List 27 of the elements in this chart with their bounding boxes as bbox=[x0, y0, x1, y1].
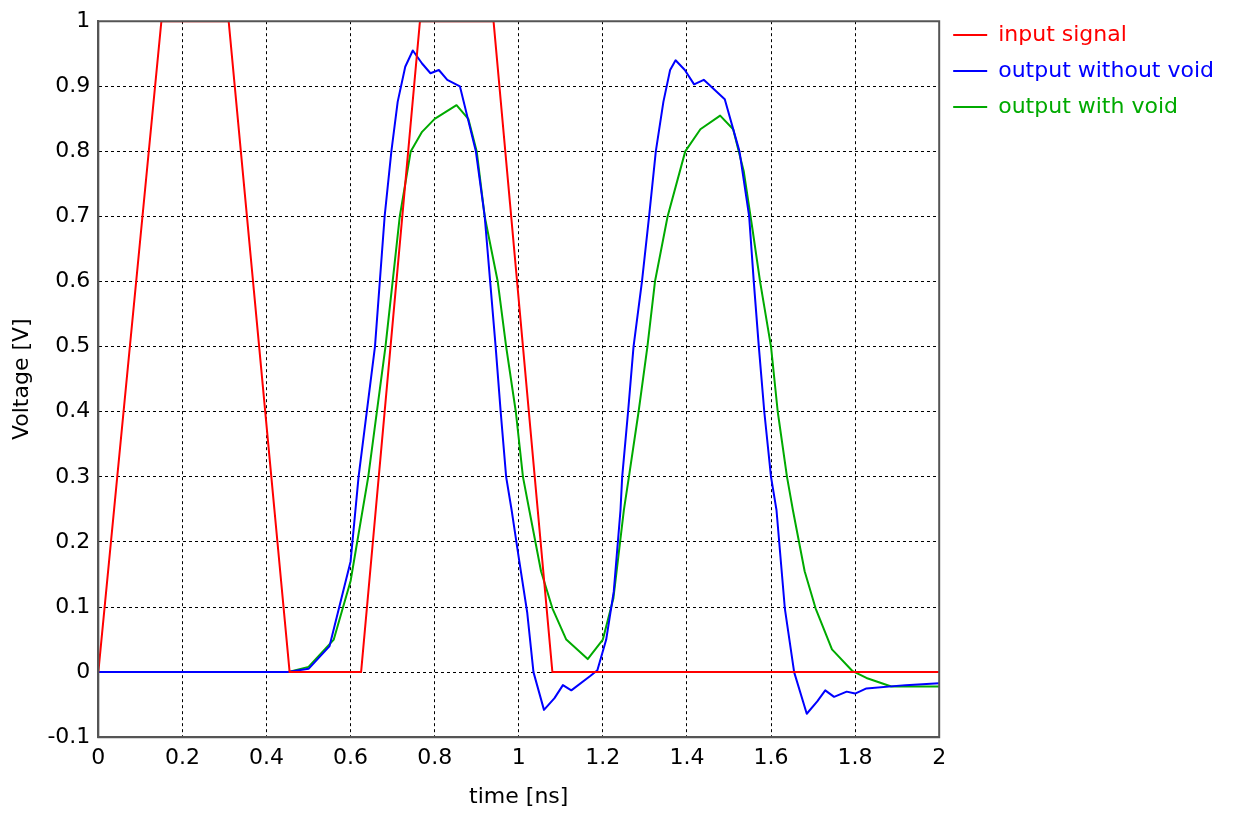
legend-label: output without void bbox=[998, 56, 1214, 82]
y-tick-label: 0.8 bbox=[55, 137, 91, 163]
y-tick-label: 0.5 bbox=[55, 332, 91, 358]
y-tick-label: 0.9 bbox=[55, 72, 91, 98]
y-tick-label: 0.2 bbox=[55, 527, 91, 553]
y-tick-label: 0.4 bbox=[55, 397, 91, 423]
y-tick-label: 0.3 bbox=[55, 462, 91, 488]
x-tick-label: 0.6 bbox=[333, 744, 369, 770]
y-axis-title: Voltage [V] bbox=[7, 318, 33, 441]
legend-label: input signal bbox=[998, 20, 1127, 46]
x-tick-label: 1.4 bbox=[669, 744, 705, 770]
x-tick-label: 2 bbox=[932, 744, 947, 770]
y-tick-label: 0.7 bbox=[55, 202, 91, 228]
y-tick-label: 0 bbox=[76, 657, 91, 683]
x-tick-label: 1.2 bbox=[585, 744, 621, 770]
x-axis-title: time [ns] bbox=[469, 782, 569, 808]
y-tick-label: 1 bbox=[76, 6, 91, 32]
x-tick-label: 1.8 bbox=[837, 744, 873, 770]
x-tick-label: 0.8 bbox=[417, 744, 453, 770]
y-tick-label: 0.6 bbox=[55, 267, 91, 293]
x-tick-label: 0.2 bbox=[164, 744, 200, 770]
y-tick-label: -0.1 bbox=[47, 722, 91, 748]
legend-label: output with void bbox=[998, 92, 1178, 118]
x-tick-label: 1.6 bbox=[753, 744, 789, 770]
x-tick-label: 0.4 bbox=[249, 744, 284, 770]
x-tick-label: 1 bbox=[511, 744, 526, 770]
y-tick-label: 0.1 bbox=[55, 592, 91, 618]
